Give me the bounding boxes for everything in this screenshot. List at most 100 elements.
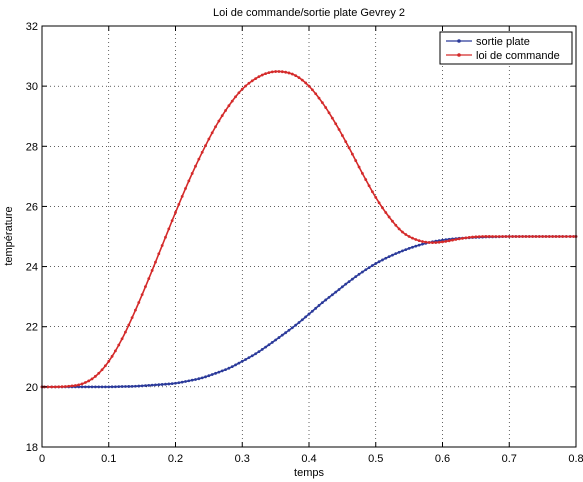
- data-point-sortie-plate: [127, 385, 131, 388]
- data-point-sortie-plate: [174, 381, 177, 385]
- data-point-loi-de-commande: [187, 179, 191, 183]
- data-point-loi-de-commande: [284, 70, 288, 74]
- data-point-sortie-plate: [230, 365, 234, 369]
- data-point-loi-de-commande: [104, 364, 107, 368]
- data-point-sortie-plate: [391, 253, 394, 257]
- data-point-loi-de-commande: [354, 159, 358, 162]
- data-point-loi-de-commande: [364, 178, 368, 181]
- data-point-loi-de-commande: [210, 131, 214, 135]
- data-point-loi-de-commande: [534, 235, 538, 238]
- data-point-sortie-plate: [107, 385, 111, 389]
- data-point-sortie-plate: [404, 248, 408, 252]
- data-point-sortie-plate: [184, 380, 187, 383]
- data-point-sortie-plate: [280, 333, 284, 337]
- data-point-sortie-plate: [277, 336, 281, 339]
- data-point-loi-de-commande: [300, 78, 304, 82]
- data-point-loi-de-commande: [521, 235, 524, 238]
- data-point-sortie-plate: [187, 379, 191, 383]
- data-point-loi-de-commande: [167, 227, 171, 231]
- data-point-loi-de-commande: [100, 368, 104, 372]
- data-point-sortie-plate: [317, 304, 321, 307]
- data-point-loi-de-commande: [377, 201, 381, 205]
- data-point-loi-de-commande: [491, 235, 494, 238]
- data-point-sortie-plate: [284, 331, 288, 335]
- data-point-sortie-plate: [411, 245, 414, 249]
- data-point-loi-de-commande: [207, 137, 211, 141]
- data-point-loi-de-commande: [174, 211, 177, 214]
- data-point-loi-de-commande: [484, 235, 488, 238]
- data-point-sortie-plate: [217, 370, 221, 374]
- data-point-sortie-plate: [377, 260, 381, 264]
- data-point-sortie-plate: [357, 272, 361, 276]
- data-point-sortie-plate: [381, 258, 384, 262]
- data-point-loi-de-commande: [524, 235, 528, 238]
- data-point-sortie-plate: [160, 383, 164, 386]
- data-point-loi-de-commande: [474, 235, 478, 239]
- data-point-loi-de-commande: [387, 215, 391, 219]
- data-point-sortie-plate: [237, 361, 241, 365]
- data-point-loi-de-commande: [260, 73, 264, 77]
- data-point-loi-de-commande: [511, 235, 514, 238]
- data-point-loi-de-commande: [250, 79, 254, 83]
- data-point-loi-de-commande: [50, 385, 54, 389]
- data-point-loi-de-commande: [374, 196, 378, 199]
- data-point-loi-de-commande: [224, 109, 227, 112]
- data-point-sortie-plate: [137, 384, 141, 388]
- data-point-loi-de-commande: [544, 235, 548, 238]
- data-point-loi-de-commande: [157, 252, 161, 256]
- data-point-sortie-plate: [214, 371, 217, 375]
- data-point-sortie-plate: [247, 356, 251, 360]
- data-point-sortie-plate: [254, 352, 257, 356]
- data-point-sortie-plate: [421, 242, 424, 246]
- data-point-loi-de-commande: [77, 383, 81, 387]
- data-point-sortie-plate: [257, 350, 261, 354]
- data-point-sortie-plate: [371, 264, 374, 267]
- data-point-loi-de-commande: [220, 114, 224, 118]
- y-tick-label: 20: [26, 382, 38, 394]
- data-point-loi-de-commande: [471, 235, 474, 239]
- data-point-sortie-plate: [207, 374, 211, 378]
- data-point-loi-de-commande: [144, 285, 147, 289]
- data-point-loi-de-commande: [537, 235, 541, 238]
- data-point-loi-de-commande: [94, 374, 97, 378]
- data-point-loi-de-commande: [414, 238, 418, 241]
- data-point-loi-de-commande: [147, 277, 151, 280]
- data-point-loi-de-commande: [454, 238, 458, 241]
- data-point-loi-de-commande: [294, 74, 298, 78]
- data-point-loi-de-commande: [327, 111, 331, 115]
- data-point-loi-de-commande: [287, 71, 291, 75]
- data-point-loi-de-commande: [277, 70, 281, 73]
- data-point-loi-de-commande: [230, 99, 234, 103]
- data-point-loi-de-commande: [407, 235, 411, 238]
- data-point-loi-de-commande: [568, 235, 572, 238]
- data-point-sortie-plate: [384, 256, 388, 260]
- data-point-loi-de-commande: [194, 164, 197, 168]
- data-point-loi-de-commande: [337, 128, 341, 131]
- data-point-sortie-plate: [167, 382, 171, 386]
- y-tick-label: 24: [26, 262, 38, 274]
- data-point-loi-de-commande: [110, 354, 114, 358]
- data-point-sortie-plate: [374, 262, 378, 265]
- x-tick-label: 0.4: [301, 453, 316, 465]
- data-point-loi-de-commande: [451, 238, 454, 242]
- data-point-sortie-plate: [320, 301, 324, 305]
- data-point-loi-de-commande: [70, 384, 74, 388]
- data-point-loi-de-commande: [120, 337, 124, 341]
- data-point-loi-de-commande: [180, 194, 184, 198]
- data-point-loi-de-commande: [457, 237, 461, 241]
- data-point-sortie-plate: [194, 378, 197, 381]
- data-point-loi-de-commande: [214, 125, 217, 129]
- data-point-loi-de-commande: [572, 235, 575, 238]
- data-point-loi-de-commande: [170, 219, 174, 223]
- data-point-loi-de-commande: [97, 371, 101, 375]
- data-point-loi-de-commande: [67, 384, 71, 388]
- data-point-loi-de-commande: [527, 235, 531, 238]
- data-point-sortie-plate: [97, 385, 101, 389]
- data-point-sortie-plate: [164, 382, 167, 386]
- data-point-loi-de-commande: [404, 233, 408, 236]
- data-point-loi-de-commande: [46, 385, 50, 389]
- data-point-sortie-plate: [274, 338, 278, 342]
- data-point-loi-de-commande: [200, 150, 204, 154]
- data-point-loi-de-commande: [357, 165, 361, 169]
